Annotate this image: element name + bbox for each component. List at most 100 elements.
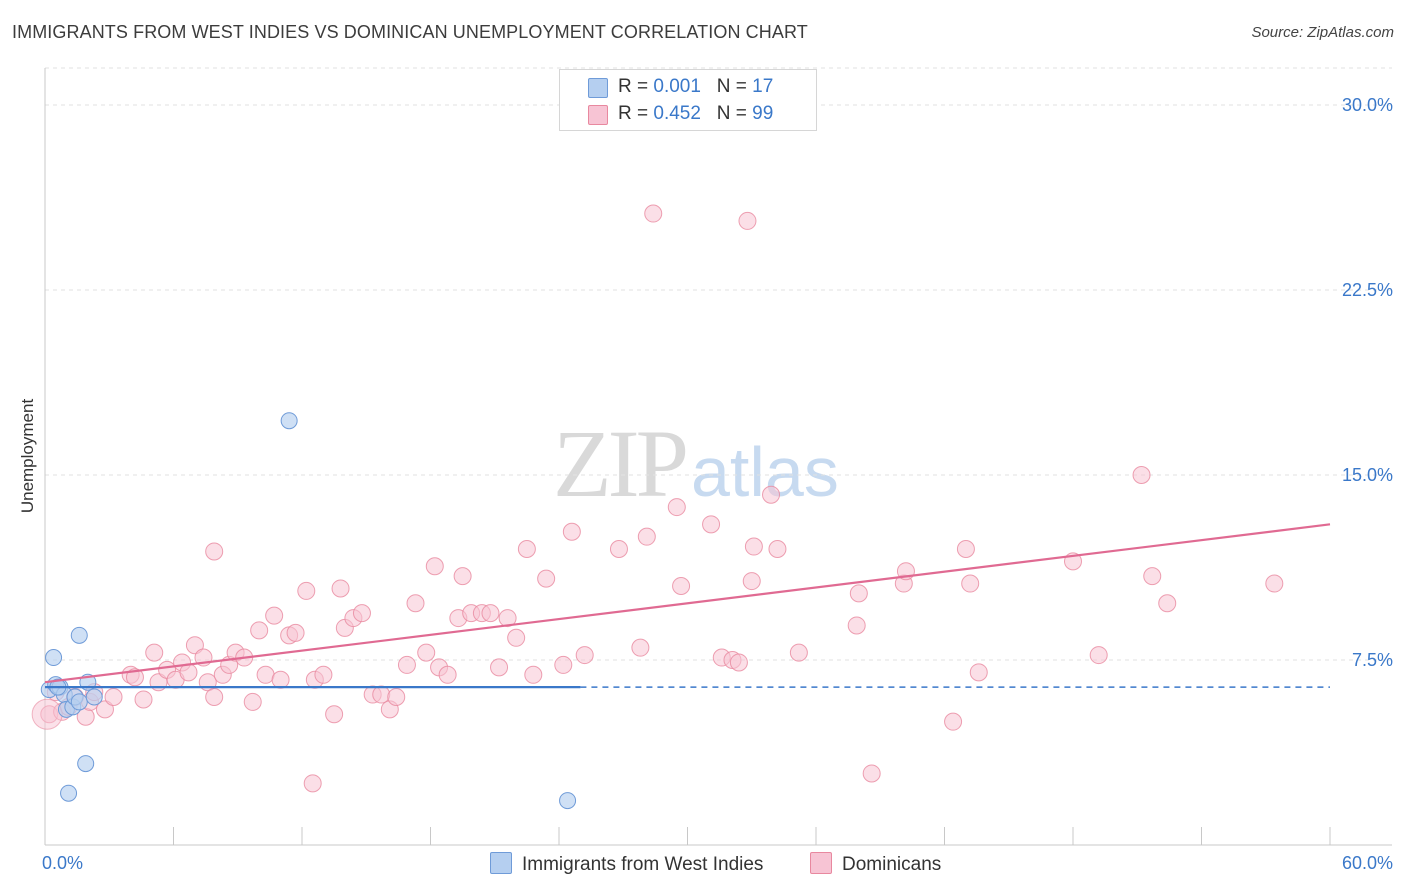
legend-r-value: 0.001 [653,76,701,97]
dominican-point [417,643,436,662]
dominican-point [609,540,628,558]
dominican-point [575,646,594,665]
dominican-point [397,655,416,674]
y-tick-label: 7.5% [1352,650,1393,670]
dominican-point [205,542,224,561]
dominican-point [406,594,425,613]
legend-n-value: 99 [752,103,774,124]
bottom-legend-dominicans: Dominicans [810,852,941,876]
dominican-point [849,584,868,603]
dominican-point [637,527,656,546]
dominican-point [847,616,866,635]
dominican-point [742,572,761,591]
dominican-point [271,670,290,689]
dominican-point [352,604,371,623]
dominican-point [944,712,963,731]
west-indies-point [70,693,88,711]
dominican-point [507,628,526,647]
legend-swatch-blue [588,78,608,98]
y-tick-label: 30.0% [1342,95,1393,115]
trend-lines [44,523,1331,689]
dominican-point [789,643,808,662]
dominican-point [250,621,269,640]
west-indies-point [280,412,298,430]
bottom-legend-label: Immigrants from West Indies [522,854,764,875]
west-indies-point [45,649,63,667]
dominican-point [667,498,686,517]
dominican-point [256,665,275,684]
dominican-point [145,643,164,662]
y-tick-labels: 7.5% 15.0% 22.5% 30.0% [1342,95,1393,670]
dominican-point [134,690,153,709]
dominican-point [498,609,517,628]
dominican-point [438,665,457,684]
dominican-point [325,705,344,724]
bottom-legend-swatch-blue [490,852,512,874]
y-tick-label: 22.5% [1342,280,1393,300]
watermark-zip: ZIP [553,410,689,517]
dominican-point [481,604,500,623]
dominican-point [562,522,581,541]
dominican-point [331,579,350,598]
dominican-point [243,692,262,711]
axes [44,68,1392,846]
legend-r-value: 0.452 [653,103,701,124]
dominican-point [104,688,123,706]
dominican-point [862,764,881,783]
legend-r-label: R = [618,76,649,97]
dominican-point [297,581,316,600]
dominican-point [1143,567,1162,586]
y-tick-label: 15.0% [1342,465,1393,485]
dominican-point [738,211,757,230]
dominican-point [1132,466,1151,484]
dominican-point [744,537,763,556]
dominican-point [205,688,224,706]
dominican-point [387,688,406,706]
dominican-point [517,540,536,558]
dominican-point [314,665,333,684]
bottom-legend-swatch-pink [810,852,832,874]
dominican-point [762,485,781,504]
dominican-point [1265,574,1284,593]
data-points [31,204,1284,810]
dominican-point [956,540,975,558]
dominican-point [729,653,748,672]
source-credit: Source: ZipAtlas.com [1251,24,1394,41]
west-indies-point [85,688,103,706]
bottom-legend-label: Dominicans [842,854,942,875]
dominican-point [303,774,322,793]
dominican-point [1089,646,1108,665]
dominican-point [768,540,787,558]
dominican-point [31,698,63,730]
dominican-point [554,655,573,674]
dominican-point [969,663,988,682]
dominican-point [1158,594,1177,613]
dominican-point [644,204,663,223]
legend-r-label: R = [618,103,649,124]
correlation-legend: R = 0.001 N = 17 R = 0.452 N = 99 [559,69,817,131]
dominican-point [453,567,472,586]
dominican-point [425,557,444,576]
legend-n-label: N = [716,76,747,97]
dominican-point [631,638,650,657]
dominican-trend-line [44,523,1331,684]
dominican-point [490,658,509,677]
west-indies-point [559,792,577,810]
chart-title: IMMIGRANTS FROM WEST INDIES VS DOMINICAN… [12,22,808,42]
dominican-point [524,665,543,684]
dominican-point [961,574,980,593]
dominican-point [372,685,391,704]
west-indies-point [70,626,88,644]
dominican-point [537,569,556,588]
dominican-point [185,636,204,655]
bottom-legend-west-indies: Immigrants from West Indies [490,852,763,876]
x-tick-label: 60.0% [1342,853,1393,873]
dominican-point [702,515,721,534]
watermark: ZIPatlas [553,408,839,519]
dominican-point [95,700,114,719]
gridlines [45,67,1392,661]
legend-swatch-pink [588,105,608,125]
dominican-point [265,606,284,625]
x-tick-labels: 0.0% 60.0% [42,853,1393,873]
